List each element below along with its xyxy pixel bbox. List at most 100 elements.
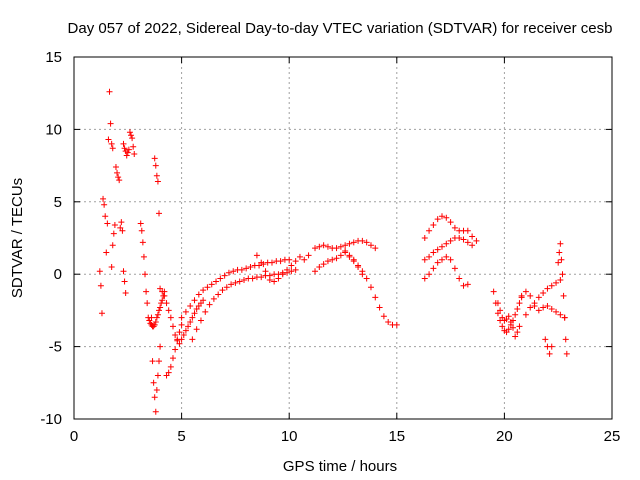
- data-point: [288, 268, 295, 275]
- data-point: [204, 284, 211, 291]
- data-point: [505, 313, 512, 320]
- data-point: [376, 304, 383, 311]
- data-point: [497, 307, 504, 314]
- data-point: [447, 219, 454, 226]
- data-point: [372, 245, 379, 252]
- data-point: [193, 326, 200, 333]
- series-s21: [522, 276, 564, 318]
- data-point: [108, 263, 115, 270]
- data-point: [546, 350, 553, 357]
- data-point: [359, 237, 366, 244]
- data-point: [206, 301, 213, 308]
- series-s4: [137, 220, 168, 330]
- x-axis-label: GPS time / hours: [283, 458, 397, 475]
- x-tick-label: 5: [177, 428, 185, 445]
- grid: [74, 57, 612, 419]
- data-point: [557, 240, 564, 247]
- data-point: [98, 310, 105, 317]
- data-point: [144, 300, 151, 307]
- data-point: [464, 281, 471, 288]
- data-point: [151, 155, 158, 162]
- data-point: [142, 271, 149, 278]
- data-point: [535, 307, 542, 314]
- data-point: [105, 136, 112, 143]
- data-point: [548, 282, 555, 289]
- data-point: [558, 256, 565, 263]
- data-point: [434, 259, 441, 266]
- data-point: [217, 275, 224, 282]
- data-point: [518, 292, 525, 299]
- data-point: [178, 321, 185, 328]
- data-point: [156, 358, 163, 365]
- data-point: [215, 291, 222, 298]
- data-point: [153, 172, 160, 179]
- data-point: [116, 177, 123, 184]
- data-point: [268, 259, 275, 266]
- data-point: [363, 275, 370, 282]
- data-point: [128, 132, 135, 139]
- data-point: [213, 278, 220, 285]
- data-point: [109, 145, 116, 152]
- data-point: [121, 145, 128, 152]
- y-axis: -10 -5 0 5 10 15: [40, 49, 612, 428]
- data-point: [182, 308, 189, 315]
- data-point: [165, 307, 172, 314]
- data-point: [106, 88, 113, 95]
- data-point: [548, 305, 555, 312]
- data-point: [150, 323, 157, 330]
- data-point: [154, 311, 161, 318]
- data-point: [438, 256, 445, 263]
- data-point: [527, 304, 534, 311]
- data-point: [122, 290, 129, 297]
- data-point: [522, 288, 529, 295]
- data-point: [312, 268, 319, 275]
- data-point: [148, 314, 155, 321]
- data-point: [563, 350, 570, 357]
- data-point: [421, 256, 428, 263]
- data-point: [228, 281, 235, 288]
- data-point: [158, 300, 165, 307]
- data-point: [96, 268, 103, 275]
- data-point: [165, 369, 172, 376]
- data-point: [180, 332, 187, 339]
- data-point: [178, 314, 185, 321]
- data-point: [312, 245, 319, 252]
- data-point: [223, 284, 230, 291]
- data-point: [143, 288, 150, 295]
- data-point: [151, 394, 158, 401]
- data-point: [292, 266, 299, 273]
- y-tick-label: -10: [40, 411, 62, 428]
- series-s19: [494, 300, 523, 340]
- x-tick-label: 15: [388, 428, 405, 445]
- data-point: [434, 246, 441, 253]
- data-point: [443, 214, 450, 221]
- data-point: [202, 308, 209, 315]
- data-point: [182, 327, 189, 334]
- data-point: [561, 314, 568, 321]
- data-point: [305, 252, 312, 259]
- series-s20: [518, 288, 568, 321]
- chart-title: Day 057 of 2022, Sidereal Day-to-day VTE…: [68, 20, 613, 37]
- series-s3: [120, 129, 138, 159]
- data-point: [456, 275, 463, 282]
- data-point: [512, 333, 519, 340]
- data-point: [548, 343, 555, 350]
- data-point: [490, 288, 497, 295]
- data-point: [355, 262, 362, 269]
- data-point: [342, 242, 349, 249]
- data-point: [167, 363, 174, 370]
- data-point: [159, 297, 166, 304]
- data-point: [316, 243, 323, 250]
- data-point: [350, 239, 357, 246]
- data-point: [258, 259, 265, 266]
- data-point: [163, 300, 170, 307]
- data-point: [125, 146, 132, 153]
- data-point: [447, 237, 454, 244]
- data-point: [154, 178, 161, 185]
- data-point: [200, 287, 207, 294]
- data-point: [438, 243, 445, 250]
- data-point: [249, 275, 256, 282]
- data-point: [426, 271, 433, 278]
- data-point: [219, 287, 226, 294]
- data-point: [434, 216, 441, 223]
